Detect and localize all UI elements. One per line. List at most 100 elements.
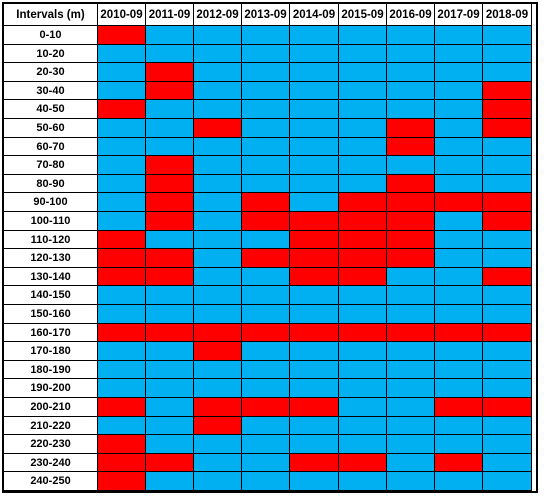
heatmap-cell [387,398,435,417]
heatmap-cell [194,249,242,268]
heatmap-cell [387,361,435,379]
heatmap-cell [387,454,435,472]
heatmap-cell [194,100,242,119]
row-label: 160-170 [4,324,98,342]
heatmap-cell [483,268,532,286]
heatmap-cell [290,342,339,361]
heatmap-cell [435,212,483,231]
heatmap-cell [387,435,435,454]
heatmap-cell [387,268,435,286]
heatmap-cell [339,324,387,342]
heatmap-cell [194,82,242,100]
heatmap-cell [242,26,290,45]
heatmap-cell [290,63,339,82]
heatmap-cell [387,417,435,435]
heatmap-cell [98,138,146,156]
heatmap-cell [146,26,194,45]
heatmap-cell [194,231,242,249]
heatmap-cell [483,417,532,435]
heatmap-cell [242,63,290,82]
row-label: 50-60 [4,119,98,138]
heatmap-cell [387,193,435,212]
heatmap-cell [339,342,387,361]
heatmap-cell [339,305,387,324]
heatmap-cell [194,193,242,212]
heatmap-cell [98,212,146,231]
heatmap-cell [435,324,483,342]
column-header: 2015-09 [339,4,387,26]
heatmap-cell [339,286,387,305]
heatmap-cell [194,342,242,361]
heatmap-cell [98,82,146,100]
heatmap-cell [483,435,532,454]
heatmap-cell [435,398,483,417]
heatmap-cell [242,361,290,379]
heatmap-cell [387,249,435,268]
heatmap-cell [194,286,242,305]
row-label: 200-210 [4,398,98,417]
heatmap-cell [435,175,483,193]
column-header: 2014-09 [290,4,339,26]
heatmap-cell [387,379,435,398]
heatmap-cell [435,249,483,268]
column-header: 2016-09 [387,4,435,26]
heatmap-cell [194,268,242,286]
heatmap-cell [194,361,242,379]
heatmap-cell [387,82,435,100]
heatmap-cell [98,231,146,249]
heatmap-cell [339,119,387,138]
heatmap-cell [290,26,339,45]
heatmap-cell [435,361,483,379]
heatmap-cell [242,379,290,398]
heatmap-cell [290,324,339,342]
heatmap-cell [435,268,483,286]
heatmap-cell [290,45,339,63]
heatmap-cell [242,175,290,193]
heatmap-cell [483,212,532,231]
heatmap-cell [339,231,387,249]
heatmap-cell [387,45,435,63]
heatmap-cell [194,156,242,175]
heatmap-cell [146,398,194,417]
heatmap-cell [483,100,532,119]
column-header: 2018-09 [483,4,532,26]
heatmap-cell [194,138,242,156]
row-label: 190-200 [4,379,98,398]
heatmap-cell [435,305,483,324]
heatmap-cell [98,45,146,63]
heatmap-cell [146,472,194,491]
heatmap-cell [98,100,146,119]
heatmap-cell [435,417,483,435]
heatmap-cell [242,417,290,435]
heatmap-cell [435,63,483,82]
heatmap-cell [339,138,387,156]
heatmap-cell [483,193,532,212]
heatmap-cell [98,156,146,175]
heatmap-cell [194,472,242,491]
heatmap-cell [435,156,483,175]
heatmap-cell [194,379,242,398]
heatmap-cell [387,305,435,324]
heatmap-cell [387,156,435,175]
heatmap-cell [98,417,146,435]
heatmap-cell [98,249,146,268]
heatmap-cell [387,472,435,491]
heatmap-cell [98,342,146,361]
row-label: 40-50 [4,100,98,119]
heatmap-cell [483,45,532,63]
heatmap-cell [435,435,483,454]
heatmap-cell [483,119,532,138]
heatmap-cell [98,286,146,305]
heatmap-cell [98,398,146,417]
heatmap-cell [194,305,242,324]
heatmap-cell [146,305,194,324]
heatmap-cell [435,119,483,138]
heatmap-cell [435,454,483,472]
heatmap-cell [194,435,242,454]
heatmap-cell [146,45,194,63]
heatmap-cell [483,379,532,398]
heatmap-cell [98,193,146,212]
heatmap-cell [339,82,387,100]
heatmap-cell [194,26,242,45]
heatmap-cell [483,231,532,249]
